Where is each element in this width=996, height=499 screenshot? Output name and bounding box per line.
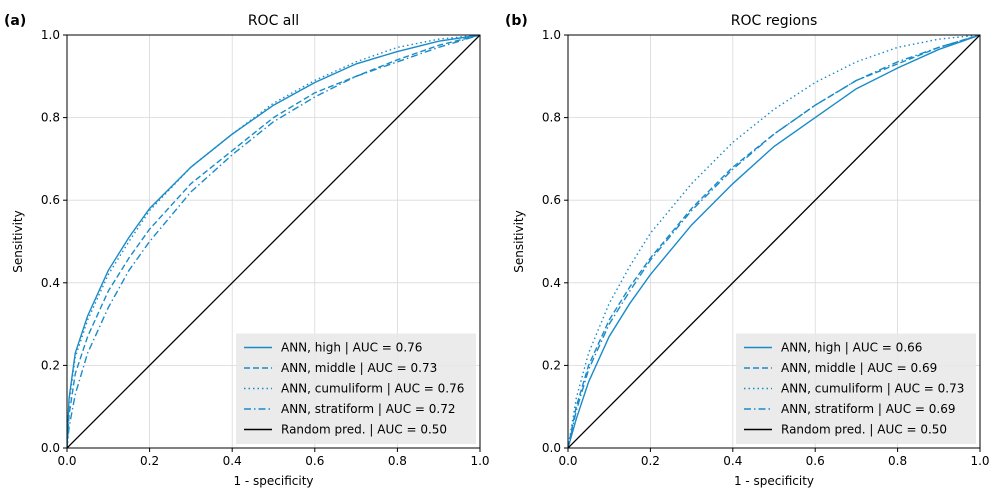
chart-title: ROC regions	[731, 13, 818, 29]
y-axis-label: Sensitivity	[11, 210, 25, 272]
legend-entry-4: Random pred. | AUC = 0.50	[781, 423, 947, 437]
chart-title: ROC all	[248, 13, 299, 29]
y-tick-label: 0.6	[41, 193, 60, 207]
x-tick-label: 0.2	[641, 454, 660, 468]
series-line-0	[568, 35, 980, 448]
legend-box	[236, 333, 476, 444]
x-axis-label: 1 - specificity	[233, 474, 313, 488]
series-line-1	[67, 35, 480, 448]
y-tick-label: 0.0	[542, 441, 561, 455]
axes-frame	[66, 34, 481, 449]
series-line-1	[568, 35, 980, 448]
x-axis-label: 1 - specificity	[734, 474, 814, 488]
x-tick-label: 0.0	[57, 454, 76, 468]
x-tick-label: 0.6	[305, 454, 324, 468]
y-axis-label: Sensitivity	[512, 210, 526, 272]
legend-entry-0: ANN, high | AUC = 0.66	[781, 341, 922, 355]
y-tick-label: 1.0	[41, 28, 60, 42]
legend-entry-2: ANN, cumuliform | AUC = 0.76	[281, 382, 464, 396]
panel-label: (b)	[505, 13, 528, 29]
legend-entry-3: ANN, stratiform | AUC = 0.69	[781, 402, 956, 416]
series-line-2	[67, 35, 480, 448]
legend-entry-3: ANN, stratiform | AUC = 0.72	[281, 402, 456, 416]
y-tick-label: 0.8	[542, 111, 561, 125]
legend: ANN, high | AUC = 0.66 ANN, middle | AUC …	[736, 333, 976, 444]
x-tick-label: 1.0	[470, 454, 489, 468]
legend-entry-0: ANN, high | AUC = 0.76	[281, 341, 422, 355]
legend-box	[736, 333, 976, 444]
legend: ANN, high | AUC = 0.76 ANN, middle | AUC …	[236, 333, 476, 444]
panel-a: 0.0 0.2 0.4 0.6 0.8 1.0 0.0 0.2 0.4 0.6 0.8 1.0 ROC …	[4, 13, 490, 488]
y-tick-label: 0.4	[41, 276, 60, 290]
series-line-4	[67, 35, 480, 448]
y-tick-label: 0.4	[542, 276, 561, 290]
axes-frame	[567, 34, 981, 449]
x-tick-label: 0.8	[888, 454, 907, 468]
series-line-3	[568, 35, 980, 448]
series-line-3	[67, 35, 480, 448]
y-tick-label: 0.6	[542, 193, 561, 207]
series-line-4	[568, 35, 980, 448]
legend-entry-1: ANN, middle | AUC = 0.73	[281, 361, 437, 375]
y-tick-label: 0.2	[542, 358, 561, 372]
legend-entry-2: ANN, cumuliform | AUC = 0.73	[781, 382, 964, 396]
x-tick-label: 0.8	[388, 454, 407, 468]
x-tick-label: 0.4	[723, 454, 742, 468]
y-tick-label: 1.0	[542, 28, 561, 42]
panel-label: (a)	[4, 13, 26, 29]
y-tick-label: 0.0	[41, 441, 60, 455]
x-tick-label: 0.0	[558, 454, 577, 468]
x-tick-label: 0.4	[223, 454, 242, 468]
x-tick-label: 1.0	[970, 454, 989, 468]
y-tick-label: 0.2	[41, 358, 60, 372]
panel-b: 0.0 0.2 0.4 0.6 0.8 1.0 0.0 0.2 0.4 0.6 0.8 1.0 ROC …	[505, 13, 990, 488]
legend-entry-4: Random pred. | AUC = 0.50	[281, 423, 447, 437]
y-tick-label: 0.8	[41, 111, 60, 125]
legend-entry-1: ANN, middle | AUC = 0.69	[781, 361, 937, 375]
x-tick-label: 0.2	[140, 454, 159, 468]
x-tick-label: 0.6	[806, 454, 825, 468]
